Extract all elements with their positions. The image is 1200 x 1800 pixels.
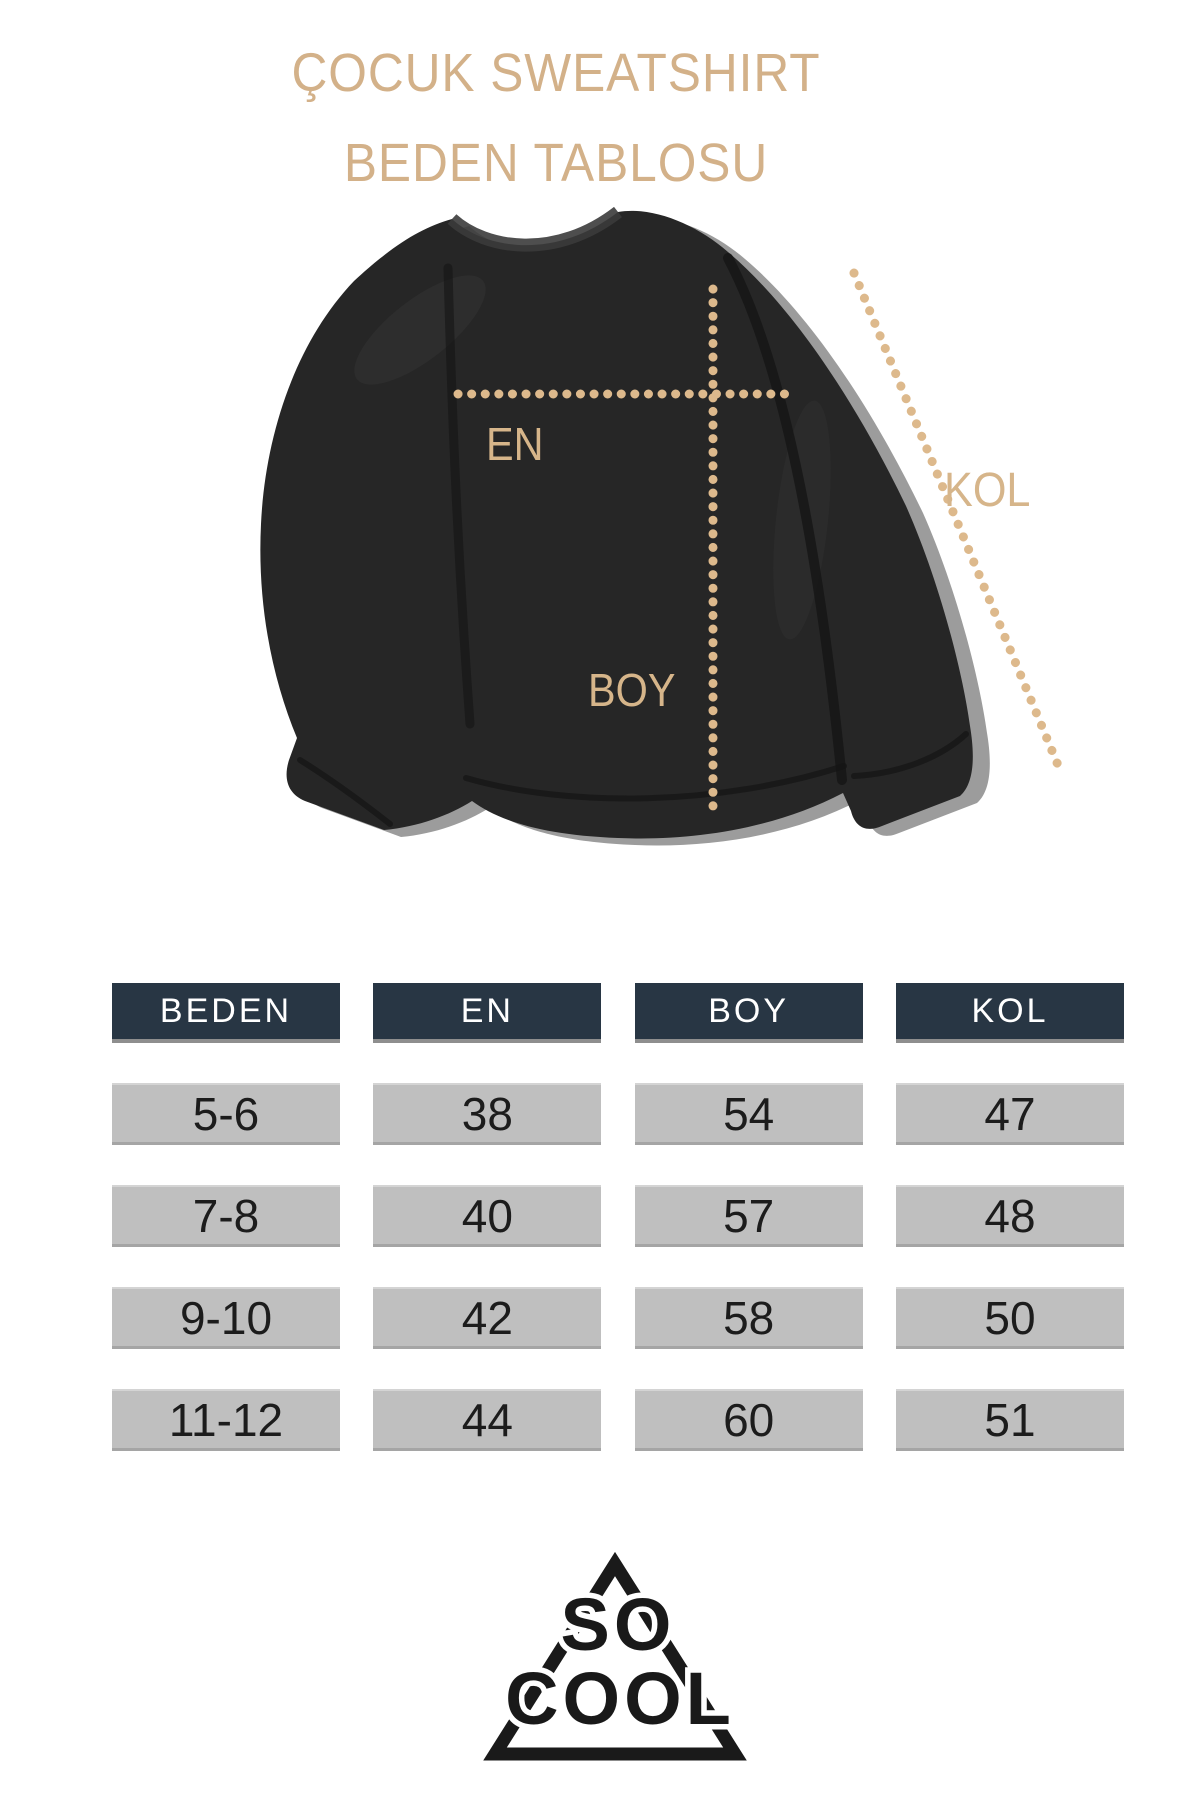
cell-size: 11-12	[112, 1389, 340, 1451]
title-line2: BEDEN TABLOSU	[343, 133, 769, 193]
sleeve-measure-label: KOL	[944, 464, 1031, 517]
sleeve-measure-line	[849, 268, 1065, 775]
sweatshirt-body	[260, 210, 973, 839]
brand-line2: COOL	[505, 1657, 735, 1740]
size-table: BEDEN EN BOY KOL 5-6 38 54 47 7-8 40 57 …	[112, 983, 1124, 1451]
width-measure-label: EN	[486, 418, 544, 470]
cell-width: 42	[373, 1287, 602, 1349]
page-title: ÇOCUK SWEATSHIRT BEDEN TABLOSU	[44, 28, 1067, 208]
right-cuff-line	[851, 731, 969, 779]
cell-length: 58	[634, 1287, 863, 1349]
column-header-boy: BOY	[634, 983, 863, 1043]
brand-logo: SO COOL	[483, 1551, 747, 1761]
cell-width: 38	[373, 1083, 602, 1145]
triangle-icon	[483, 1551, 747, 1761]
cell-size: 5-6	[112, 1083, 340, 1145]
cell-length: 60	[634, 1389, 863, 1451]
column-header-beden: BEDEN	[112, 983, 340, 1043]
length-measure-label: BOY	[588, 664, 676, 716]
sweatshirt-illustration	[260, 206, 1065, 846]
left-body-crease	[443, 263, 475, 729]
right-sleeve-crease	[723, 253, 847, 785]
brand-line1: SO	[561, 1583, 676, 1666]
cell-length: 57	[634, 1185, 863, 1247]
cell-sleeve: 48	[895, 1185, 1124, 1247]
cell-width: 40	[373, 1185, 602, 1247]
collar-ribbing	[447, 206, 622, 252]
cell-length: 54	[634, 1083, 863, 1145]
column-header-en: EN	[373, 983, 602, 1043]
cell-sleeve: 47	[895, 1083, 1124, 1145]
column-header-kol: KOL	[895, 983, 1124, 1043]
cell-sleeve: 50	[895, 1287, 1124, 1349]
left-cuff-line	[297, 757, 393, 827]
cell-width: 44	[373, 1389, 602, 1451]
title-line1: ÇOCUK SWEATSHIRT	[291, 43, 821, 103]
hem-ribbing-line	[463, 763, 847, 802]
cell-sleeve: 51	[895, 1389, 1124, 1451]
cell-size: 7-8	[112, 1185, 340, 1247]
cell-size: 9-10	[112, 1287, 340, 1349]
